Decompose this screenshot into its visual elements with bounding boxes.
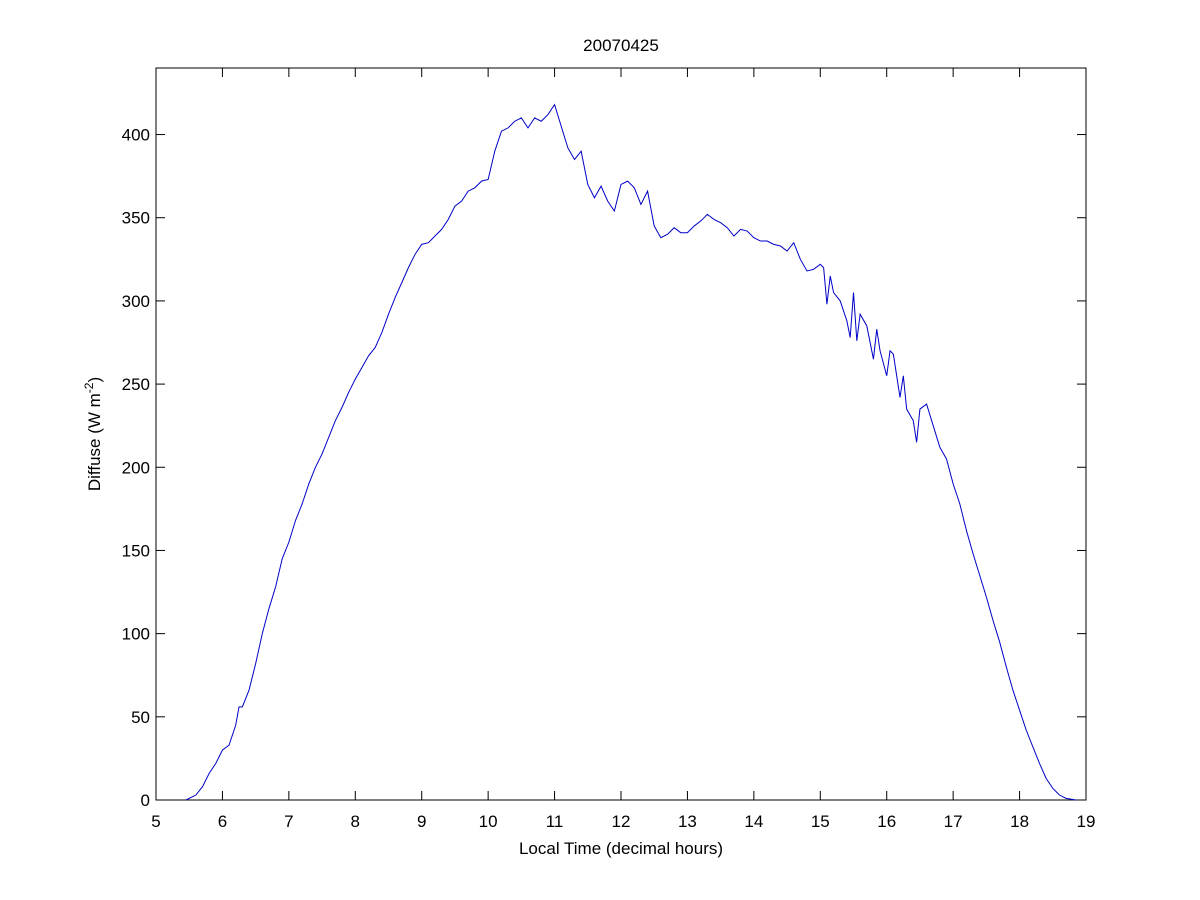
x-tick-label: 10 <box>479 812 498 831</box>
x-tick-label: 12 <box>612 812 631 831</box>
y-label-text: Diffuse (W m <box>85 393 104 491</box>
x-tick-label: 15 <box>811 812 830 831</box>
y-tick-label: 400 <box>122 126 150 145</box>
x-tick-label: 5 <box>151 812 160 831</box>
y-tick-label: 150 <box>122 541 150 560</box>
x-tick-label: 14 <box>744 812 763 831</box>
x-tick-label: 17 <box>944 812 963 831</box>
y-tick-label: 350 <box>122 209 150 228</box>
x-axis-label: Local Time (decimal hours) <box>519 839 723 858</box>
axes <box>155 68 1087 801</box>
plot-frame <box>155 67 1087 801</box>
y-tick-label: 300 <box>122 292 150 311</box>
y-label-suffix: ) <box>85 377 104 383</box>
y-tick-label: 0 <box>141 791 150 810</box>
y-axis-label: Diffuse (W m-2) <box>82 377 104 491</box>
y-label-sup: -2 <box>82 382 96 393</box>
x-tick-label: 11 <box>546 812 564 831</box>
chart-title: 20070425 <box>583 36 659 55</box>
x-tick-label: 16 <box>877 812 896 831</box>
x-tick-label: 6 <box>218 812 227 831</box>
x-tick-label: 19 <box>1077 812 1096 831</box>
x-tick-label: 8 <box>351 812 360 831</box>
y-tick-label: 100 <box>122 625 150 644</box>
x-tick-label: 18 <box>1010 812 1029 831</box>
x-tick-label: 9 <box>417 812 426 831</box>
x-tick-label: 13 <box>678 812 697 831</box>
y-tick-label: 250 <box>122 375 150 394</box>
y-tick-label: 200 <box>122 458 150 477</box>
data-line <box>185 103 1077 801</box>
y-tick-label: 50 <box>131 708 150 727</box>
x-tick-label: 7 <box>284 812 293 831</box>
